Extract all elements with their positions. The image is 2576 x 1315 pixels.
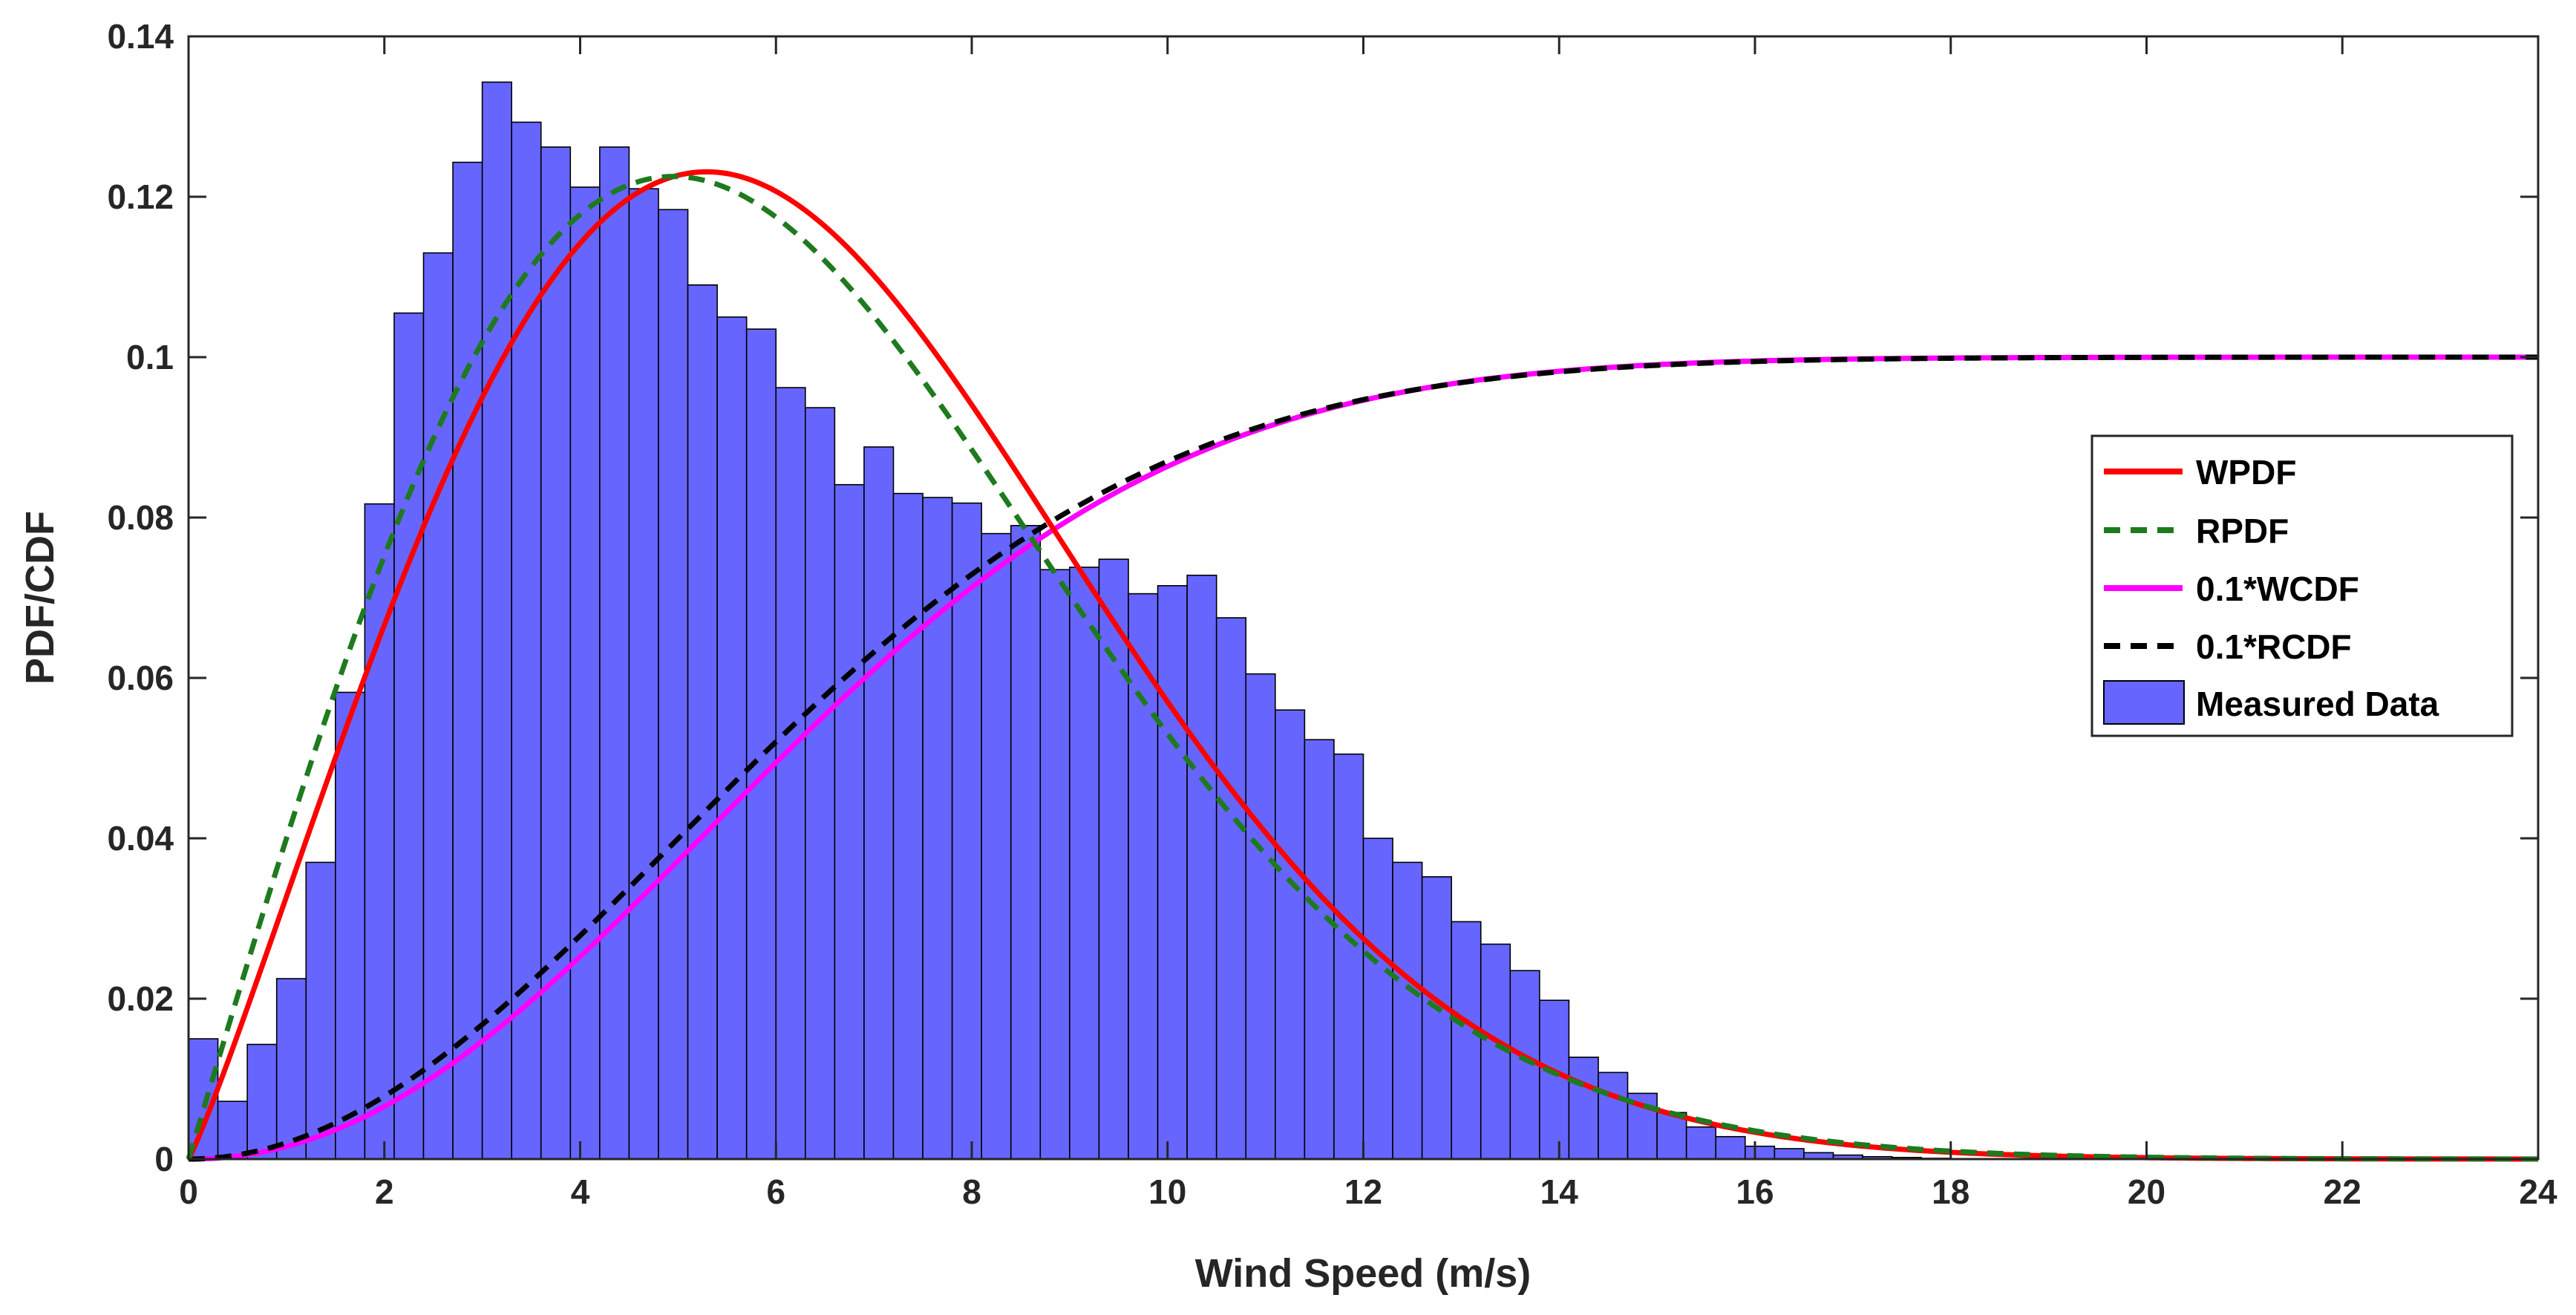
histogram-bar	[922, 497, 953, 1160]
legend-label-rpdf: RPDF	[2196, 512, 2289, 550]
histogram-bar	[1069, 567, 1100, 1160]
histogram-bar	[569, 186, 601, 1160]
legend-swatch-measured	[2103, 680, 2185, 725]
histogram-bar	[1010, 524, 1042, 1160]
y-tick-labels: 0 0.02 0.04 0.06 0.08 0.1 0.12 0.14	[107, 17, 174, 1178]
histogram-bar	[834, 483, 865, 1160]
axis-ticks	[187, 35, 2540, 1161]
histogram-bar	[1304, 739, 1335, 1160]
histogram-bar	[1451, 921, 1482, 1160]
x-tick-label: 18	[1932, 1172, 1969, 1211]
legend-label-rcdf: 0.1*RCDF	[2196, 627, 2352, 666]
x-tick-label: 6	[766, 1172, 785, 1211]
x-tick-label: 22	[2324, 1172, 2361, 1211]
histogram-bar	[1333, 753, 1364, 1160]
x-tick-label: 2	[375, 1172, 394, 1211]
x-tick-label: 0	[179, 1172, 198, 1211]
x-tick-label: 8	[962, 1172, 981, 1211]
histogram-bar	[452, 161, 483, 1160]
histogram-bar	[1715, 1135, 1746, 1160]
histogram-bar	[981, 532, 1012, 1160]
histogram-bar	[1362, 838, 1393, 1160]
x-tick-label: 24	[2519, 1172, 2557, 1211]
histogram-bars	[188, 81, 1952, 1160]
histogram-bar	[599, 146, 630, 1160]
series-line-rpdf	[186, 174, 2539, 1162]
x-tick-label: 4	[571, 1172, 590, 1211]
legend-label-measured: Measured Data	[2196, 685, 2439, 723]
legend-label-wcdf: 0.1*WCDF	[2196, 570, 2359, 608]
histogram-bar	[716, 316, 748, 1160]
x-axis-title: Wind Speed (m/s)	[1195, 1251, 1531, 1296]
y-tick-label: 0.1	[126, 338, 174, 376]
x-tick-label: 12	[1344, 1172, 1382, 1211]
histogram-bar	[1215, 617, 1247, 1160]
y-tick-label: 0.06	[107, 659, 174, 697]
histogram-bar	[1186, 574, 1217, 1160]
histogram-bar	[1392, 861, 1423, 1160]
x-tick-label: 20	[2128, 1172, 2165, 1211]
histogram-bar	[393, 312, 425, 1160]
x-tick-label: 10	[1148, 1172, 1186, 1211]
histogram-bar	[1098, 558, 1129, 1160]
histogram-bar	[1039, 569, 1070, 1160]
histogram-bar	[422, 252, 454, 1160]
y-axis-title: PDF/CDF	[18, 511, 62, 685]
x-tick-labels: 0 2 4 6 8 10 12 14 16 18 20 22 24	[179, 1172, 2557, 1211]
histogram-bar	[481, 81, 512, 1160]
x-tick-label: 14	[1540, 1172, 1579, 1211]
histogram-bar	[335, 691, 366, 1160]
histogram-bar	[1568, 1057, 1599, 1160]
y-tick-label: 0.02	[107, 979, 174, 1018]
histogram-bar	[805, 407, 836, 1160]
histogram-bar	[364, 503, 395, 1160]
histogram-bar	[863, 446, 895, 1160]
histogram-bar	[1598, 1071, 1629, 1160]
histogram-bar	[246, 1043, 278, 1160]
x-tick-label: 16	[1736, 1172, 1774, 1211]
legend-label-wpdf: WPDF	[2196, 453, 2296, 492]
histogram-bar	[1245, 673, 1276, 1160]
histogram-bar	[1685, 1126, 1717, 1160]
histogram-bar	[1157, 584, 1188, 1160]
histogram-bar	[687, 284, 718, 1160]
y-tick-label: 0.14	[107, 17, 174, 56]
legend: WPDF RPDF 0.1*WCDF 0.1*RCDF Measured Dat…	[2090, 434, 2514, 737]
histogram-bar	[305, 861, 336, 1160]
histogram-bar	[275, 978, 307, 1160]
histogram-bar	[1421, 876, 1452, 1160]
y-tick-label: 0	[154, 1140, 174, 1178]
histogram-bar	[658, 209, 689, 1160]
histogram-bar	[1509, 970, 1540, 1160]
histogram-bar	[1774, 1148, 1805, 1160]
y-tick-label: 0.12	[107, 177, 174, 216]
histogram-bar	[1275, 709, 1306, 1160]
histogram-bar	[217, 1100, 248, 1160]
histogram-bar	[1745, 1145, 1776, 1160]
histogram-bar	[628, 188, 659, 1160]
histogram-bar	[775, 387, 806, 1160]
histogram-bar	[540, 146, 572, 1160]
histogram-bar	[1539, 999, 1570, 1160]
y-tick-label: 0.08	[107, 498, 174, 537]
histogram-bar	[892, 492, 923, 1160]
histogram-bar	[1656, 1112, 1687, 1160]
y-tick-label: 0.04	[107, 819, 174, 858]
series-line-0-1-rcdf	[188, 354, 2538, 1162]
